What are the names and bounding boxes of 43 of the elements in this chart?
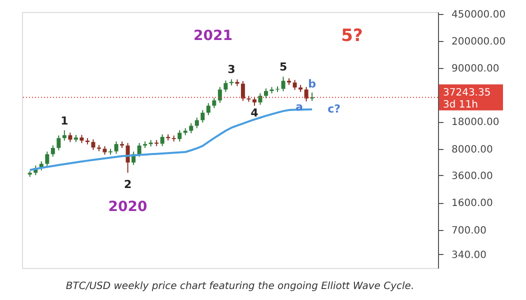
candlestick xyxy=(91,138,96,150)
annotation: 4 xyxy=(250,106,259,120)
annotation: 2021 xyxy=(194,28,232,44)
candlestick xyxy=(45,151,50,167)
y-tick-label: 8000.00 xyxy=(452,144,493,156)
text: BTC/USD weekly price chart featuring the ongoing Elliott Wave Cycle. xyxy=(66,281,414,292)
candlestick xyxy=(68,132,72,143)
y-tick-label: 1600.00 xyxy=(452,198,493,210)
candlestick xyxy=(194,117,199,129)
candlestick xyxy=(224,80,228,92)
y-tick-label: 90000.00 xyxy=(452,63,500,74)
ref-line-label: 37243.35 3d 11h xyxy=(443,87,491,110)
y-tick-label: 18000.00 xyxy=(452,117,500,128)
candlestick xyxy=(212,97,216,109)
candlestick xyxy=(50,144,55,158)
candlestick xyxy=(200,110,205,124)
candlestick xyxy=(178,130,182,142)
candlestick xyxy=(281,76,286,92)
candlestick xyxy=(137,142,142,158)
annotation: 2020 xyxy=(108,198,148,215)
text: c? xyxy=(328,102,341,116)
annotation: 1 xyxy=(60,114,68,128)
candlestick xyxy=(292,79,297,90)
candlestick xyxy=(304,86,308,102)
candlestick xyxy=(114,140,118,154)
annotation: 3 xyxy=(228,63,236,76)
candlestick xyxy=(56,134,61,151)
y-tick-label: 450000.00 xyxy=(452,10,506,21)
annotation: 2 xyxy=(124,178,132,191)
candlestick xyxy=(218,86,222,104)
candlestick xyxy=(206,102,210,116)
candlestick xyxy=(62,130,66,142)
annotation: b xyxy=(308,78,316,91)
candlestick xyxy=(264,88,268,99)
y-tick-label: 200000.00 xyxy=(452,36,506,48)
candlestick xyxy=(189,122,194,134)
y-tick-label: 700.00 xyxy=(452,226,486,237)
text: 5? xyxy=(341,26,363,46)
y-tick-label: 3600.00 xyxy=(452,170,493,182)
y-tick-label: 340.00 xyxy=(452,250,486,261)
candlestick xyxy=(160,134,164,147)
annotation: 5 xyxy=(279,60,288,74)
candlestick xyxy=(240,80,245,102)
